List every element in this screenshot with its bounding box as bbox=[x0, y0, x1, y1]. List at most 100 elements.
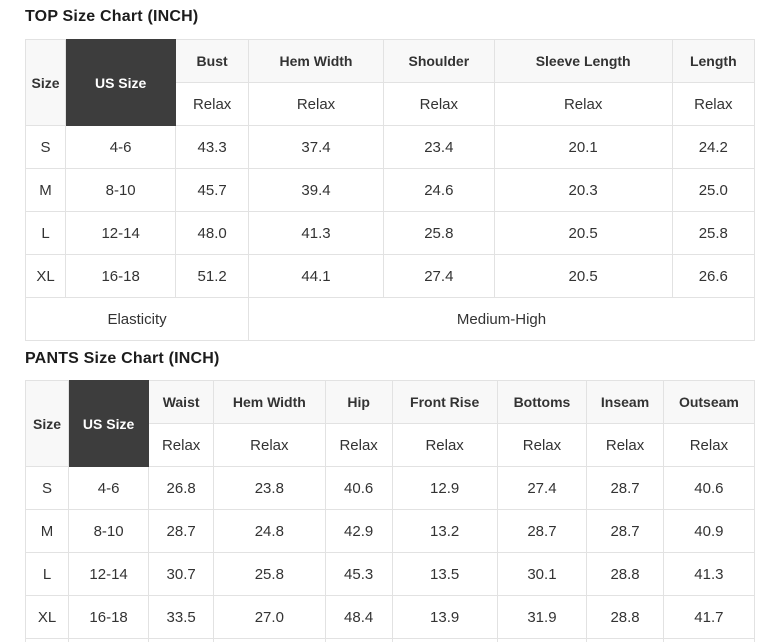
value-cell: 41.3 bbox=[662, 552, 756, 596]
value-cell: 45.3 bbox=[324, 552, 393, 596]
us-size-cell: 4-6 bbox=[65, 125, 177, 169]
value-cell: 25.0 bbox=[671, 168, 756, 212]
value-cell: 39.4 bbox=[248, 168, 384, 212]
table-row-l: L 12-14 48.0 41.3 25.8 20.5 25.8 bbox=[24, 211, 756, 255]
value-cell: 30.7 bbox=[148, 552, 215, 596]
elasticity-row: Elasticity Medium-High bbox=[24, 297, 755, 341]
us-size-cell: 12-14 bbox=[65, 211, 177, 255]
top-header-shoulder: Shoulder bbox=[382, 39, 495, 83]
value-cell: 28.7 bbox=[586, 509, 664, 553]
size-cell: M bbox=[24, 168, 67, 212]
pants-size-chart-table: Size US Size Waist Hem Width Hip Front R… bbox=[25, 380, 756, 642]
value-cell: 12.9 bbox=[391, 466, 498, 510]
pants-header-outseam: Outseam bbox=[662, 380, 756, 424]
value-cell: 44.1 bbox=[248, 254, 384, 298]
value-cell: 28.8 bbox=[586, 595, 664, 639]
pants-header-inseam: Inseam bbox=[586, 380, 664, 424]
value-cell: 20.1 bbox=[493, 125, 673, 169]
value-cell: 26.8 bbox=[148, 466, 215, 510]
value-cell: 51.2 bbox=[175, 254, 250, 298]
top-chart-title: TOP Size Chart (INCH) bbox=[25, 8, 199, 25]
fit-label: Relax bbox=[662, 423, 756, 467]
value-cell: 42.9 bbox=[324, 509, 393, 553]
fit-label: Relax bbox=[382, 82, 495, 126]
fit-label: Relax bbox=[496, 423, 588, 467]
value-cell: 24.6 bbox=[382, 168, 495, 212]
empty-cell bbox=[496, 638, 588, 642]
size-cell: M bbox=[25, 509, 69, 553]
table-row-s: S 4-6 43.3 37.4 23.4 20.1 24.2 bbox=[24, 125, 756, 169]
pants-header-hip: Hip bbox=[324, 380, 393, 424]
value-cell: 20.3 bbox=[493, 168, 673, 212]
value-cell: 41.7 bbox=[662, 595, 756, 639]
table-row-xl: XL 16-18 33.5 27.0 48.4 13.9 31.9 28.8 4… bbox=[25, 595, 756, 639]
fit-label: Relax bbox=[213, 423, 326, 467]
empty-cell bbox=[586, 638, 664, 642]
pants-header-bottoms: Bottoms bbox=[496, 380, 588, 424]
us-size-cell: 4-6 bbox=[67, 466, 150, 510]
value-cell: 37.4 bbox=[248, 125, 384, 169]
us-size-cell: 16-18 bbox=[65, 254, 177, 298]
value-cell: 41.3 bbox=[248, 211, 384, 255]
fit-label: Relax bbox=[391, 423, 498, 467]
size-cell: L bbox=[25, 552, 69, 596]
fit-label: Relax bbox=[493, 82, 673, 126]
top-header-hem-width: Hem Width bbox=[248, 39, 384, 83]
table-row-xl: XL 16-18 51.2 44.1 27.4 20.5 26.6 bbox=[24, 254, 756, 298]
value-cell: 13.2 bbox=[391, 509, 498, 553]
pants-fit-row: Relax Relax Relax Relax Relax Relax Rela… bbox=[26, 423, 756, 467]
size-cell: XL bbox=[24, 254, 67, 298]
table-row-s: S 4-6 26.8 23.8 40.6 12.9 27.4 28.7 40.6 bbox=[25, 466, 756, 510]
value-cell: 45.7 bbox=[175, 168, 250, 212]
value-cell: 20.5 bbox=[493, 254, 673, 298]
size-cell: S bbox=[25, 466, 69, 510]
empty-cell bbox=[662, 638, 756, 642]
value-cell: 26.6 bbox=[671, 254, 756, 298]
pants-header-us-size: US Size bbox=[67, 380, 150, 467]
value-cell: 28.7 bbox=[148, 509, 215, 553]
top-header-sleeve-length: Sleeve Length bbox=[493, 39, 673, 83]
empty-cell bbox=[213, 638, 326, 642]
top-header-us-size: US Size bbox=[65, 39, 177, 126]
size-cell: L bbox=[24, 211, 67, 255]
fit-label: Relax bbox=[148, 423, 215, 467]
table-row-l: L 12-14 30.7 25.8 45.3 13.5 30.1 28.8 41… bbox=[25, 552, 756, 596]
us-size-cell: 12-14 bbox=[67, 552, 150, 596]
value-cell: 23.4 bbox=[382, 125, 495, 169]
size-cell: XL bbox=[25, 595, 69, 639]
top-header-size: Size bbox=[24, 39, 67, 126]
empty-cell bbox=[67, 638, 150, 642]
pants-header-row: Size US Size Waist Hem Width Hip Front R… bbox=[25, 380, 756, 467]
us-size-cell: 16-18 bbox=[67, 595, 150, 639]
elasticity-value: Medium-High bbox=[248, 297, 755, 341]
value-cell: 24.2 bbox=[671, 125, 756, 169]
value-cell: 30.1 bbox=[496, 552, 588, 596]
top-header-bust: Bust bbox=[175, 39, 250, 83]
fit-label: Relax bbox=[324, 423, 393, 467]
value-cell: 40.6 bbox=[662, 466, 756, 510]
value-cell: 28.7 bbox=[496, 509, 588, 553]
value-cell: 28.8 bbox=[586, 552, 664, 596]
value-cell: 43.3 bbox=[175, 125, 250, 169]
empty-cell bbox=[148, 638, 215, 642]
value-cell: 25.8 bbox=[382, 211, 495, 255]
value-cell: 28.7 bbox=[586, 466, 664, 510]
value-cell: 27.4 bbox=[382, 254, 495, 298]
value-cell: 48.4 bbox=[324, 595, 393, 639]
value-cell: 24.8 bbox=[213, 509, 326, 553]
us-size-cell: 8-10 bbox=[65, 168, 177, 212]
value-cell: 27.0 bbox=[213, 595, 326, 639]
top-header-row: Size US Size Bust Hem Width Shoulder Sle… bbox=[24, 39, 756, 126]
value-cell: 13.9 bbox=[391, 595, 498, 639]
pants-header-waist: Waist bbox=[148, 380, 215, 424]
top-size-chart-table: Size US Size Bust Hem Width Shoulder Sle… bbox=[24, 39, 756, 341]
empty-cell bbox=[25, 638, 69, 642]
value-cell: 31.9 bbox=[496, 595, 588, 639]
value-cell: 27.4 bbox=[496, 466, 588, 510]
fit-label: Relax bbox=[175, 82, 250, 126]
value-cell: 33.5 bbox=[148, 595, 215, 639]
table-row-m: M 8-10 28.7 24.8 42.9 13.2 28.7 28.7 40.… bbox=[25, 509, 756, 553]
pants-header-size: Size bbox=[25, 380, 69, 467]
value-cell: 40.6 bbox=[324, 466, 393, 510]
